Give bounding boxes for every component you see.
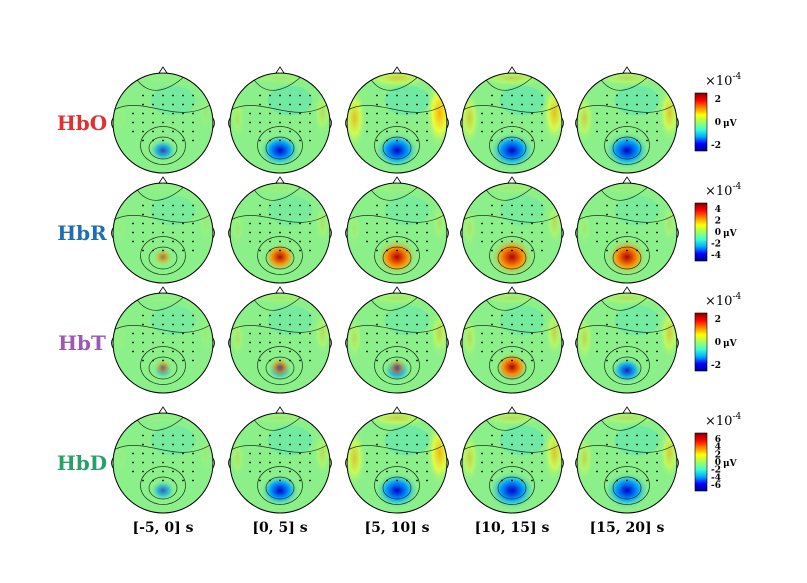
nose-marker-icon (507, 406, 517, 414)
colorbar-tick: 4 (715, 205, 721, 215)
row-label-hbr: HbR (57, 221, 107, 245)
colorbar-tick: 0 (715, 118, 721, 128)
nose-marker-icon (622, 176, 632, 184)
colorbar-tick: 2 (715, 217, 721, 227)
nose-marker-icon (158, 286, 168, 294)
colorbar-tick: -6 (711, 481, 721, 491)
topo-map (460, 66, 564, 174)
nose-marker-icon (275, 406, 285, 414)
column-label: [10, 15] s (475, 520, 550, 536)
colorbar-tick: -2 (711, 466, 721, 476)
topo-map (111, 66, 215, 174)
topo-map (460, 286, 564, 394)
colorbar-tick: 6 (715, 435, 721, 445)
nose-marker-icon (392, 406, 402, 414)
column-label: [5, 10] s (365, 520, 430, 536)
colorbar-tick: -4 (711, 473, 721, 483)
nose-marker-icon (507, 176, 517, 184)
nose-marker-icon (275, 66, 285, 74)
topo-map (345, 286, 449, 394)
row-label-hbo: HbO (57, 111, 107, 135)
colorbar-unit: μV (723, 119, 738, 129)
colorbar-tick: 0 (715, 338, 721, 348)
topo-map (345, 66, 449, 174)
column-label: [15, 20] s (590, 520, 665, 536)
colorbar-unit: μV (723, 339, 738, 349)
colorbar: ×10-4 2 0 -2 μV (694, 292, 741, 372)
colorbar-tick: 0 (715, 228, 721, 238)
topo-map (460, 406, 564, 514)
colorbar-tick: 2 (715, 315, 721, 325)
topo-map (575, 66, 679, 174)
nose-marker-icon (507, 286, 517, 294)
row-label-hbt: HbT (58, 331, 106, 355)
topo-map (575, 406, 679, 514)
colorbar-tick: 0 (715, 458, 721, 468)
topo-map (460, 176, 564, 284)
topo-map (228, 286, 332, 394)
nose-marker-icon (507, 66, 517, 74)
colorbar: ×10-4 4 20 -2-4 μV (694, 182, 741, 262)
colorbar-exponent: ×10-4 (705, 292, 741, 309)
colorbar-tick: -2 (711, 141, 721, 151)
colorbar-exponent: ×10-4 (705, 72, 741, 89)
colorbar-tick: -2 (711, 361, 721, 371)
topo-map (575, 176, 679, 284)
row-label-hbd: HbD (57, 451, 107, 475)
colorbar-exponent: ×10-4 (705, 412, 741, 429)
column-label: [-5, 0] s (132, 520, 193, 536)
topo-map (228, 406, 332, 514)
topo-map (111, 406, 215, 514)
topo-map (228, 66, 332, 174)
nose-marker-icon (275, 176, 285, 184)
nose-marker-icon (622, 406, 632, 414)
nose-marker-icon (275, 286, 285, 294)
colorbar-tick: -2 (711, 240, 721, 250)
colorbar-tick: 2 (715, 95, 721, 105)
colorbar-tick: 2 (715, 450, 721, 460)
colorbar-tick: -4 (711, 251, 721, 261)
colorbar-tick: 4 (715, 443, 721, 453)
nose-marker-icon (158, 406, 168, 414)
topo-map (111, 286, 215, 394)
topo-map (575, 286, 679, 394)
colorbar-exponent: ×10-4 (705, 182, 741, 199)
column-label: [0, 5] s (252, 520, 307, 536)
nose-marker-icon (392, 176, 402, 184)
colorbar: ×10-4 2 0 -2 μV (694, 72, 741, 152)
colorbar-unit: μV (723, 229, 738, 239)
nose-marker-icon (392, 66, 402, 74)
nose-marker-icon (158, 176, 168, 184)
nose-marker-icon (622, 66, 632, 74)
colorbar-unit: μV (723, 459, 738, 469)
nose-marker-icon (392, 286, 402, 294)
nose-marker-icon (622, 286, 632, 294)
topo-map (111, 176, 215, 284)
topo-map (345, 406, 449, 514)
topo-map (228, 176, 332, 284)
nose-marker-icon (158, 66, 168, 74)
topo-map (345, 176, 449, 284)
